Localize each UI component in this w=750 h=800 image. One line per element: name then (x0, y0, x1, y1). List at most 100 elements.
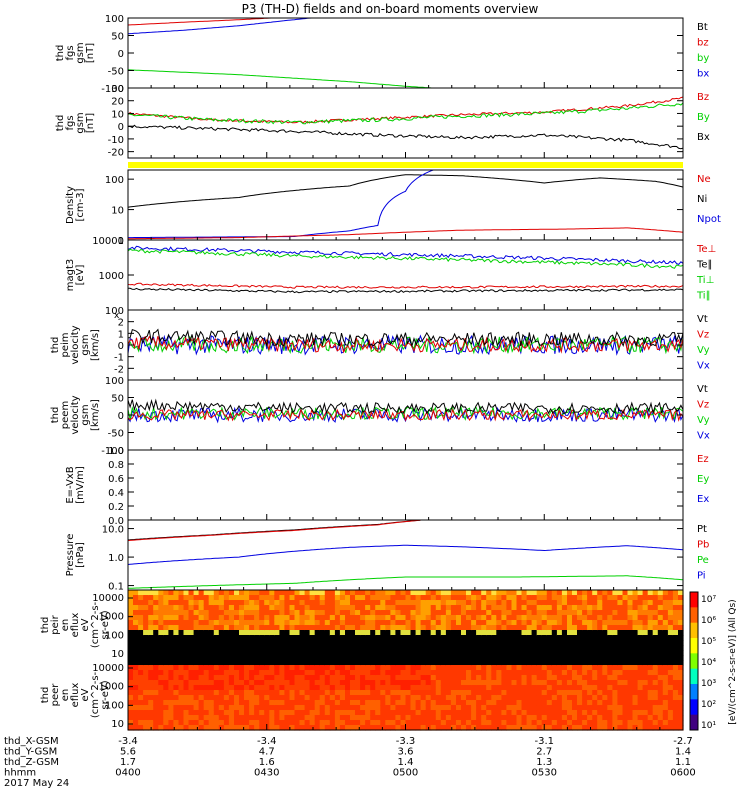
spectrogram-cell (561, 600, 568, 606)
spectrogram-cell (506, 685, 512, 691)
spectrogram-cell (158, 715, 164, 721)
spectrogram-cell (239, 720, 245, 726)
spectrogram-cell (128, 620, 134, 626)
spectrogram-cell (334, 700, 341, 706)
spectrogram-cell (208, 670, 215, 676)
spectrogram-cell (672, 595, 679, 601)
spectrogram-cell (193, 650, 200, 656)
spectrogram-cell (208, 650, 215, 656)
spectrogram-cell (678, 700, 684, 706)
spectrogram-cell (360, 595, 366, 601)
spectrogram-cell (450, 600, 457, 606)
spectrogram-cell (198, 665, 205, 671)
spectrogram-cell (183, 640, 190, 646)
spectrogram-cell (355, 660, 361, 666)
spectrogram-cell (501, 590, 507, 596)
spectrogram-cell (133, 600, 139, 606)
spectrogram-cell (617, 700, 623, 706)
spectrogram-cell (284, 695, 290, 701)
spectrogram-cell (632, 610, 639, 616)
spectrogram-cell (148, 710, 154, 716)
spectrogram-cell (501, 615, 507, 621)
spectrogram-cell (546, 615, 553, 621)
spectrogram-cell (158, 605, 164, 611)
spectrogram-cell (577, 670, 583, 676)
spectrogram-cell (223, 595, 230, 601)
spectrogram-cell (541, 640, 548, 646)
colorbar: 10⁷10⁶10⁵10⁴10³10²10¹[eV/(cm^2-s-sr-eV)]… (689, 591, 738, 731)
spectrogram-cell (239, 645, 245, 651)
spectrogram-cell (642, 700, 649, 706)
spectrogram-cell (572, 590, 578, 596)
spectrogram-cell (602, 705, 608, 711)
spectrogram-cell (627, 615, 634, 621)
spectrogram-cell (148, 690, 154, 696)
spectrogram-cell (234, 640, 240, 646)
spectrogram-cell (491, 685, 497, 691)
spectrogram-cell (244, 665, 250, 671)
spectrogram-cell (334, 620, 341, 626)
spectrogram-cell (521, 610, 528, 616)
x-axis-row-label: thd_Y-GSM (4, 747, 57, 758)
spectrogram-cell (481, 725, 487, 731)
spectrogram-cell (329, 665, 336, 671)
spectrogram-cell (430, 665, 437, 671)
spectrogram-cell (642, 635, 649, 641)
spectrogram-cell (370, 610, 376, 616)
y-axis-label: thdpeemvelocitygsm[km/s] (50, 395, 101, 434)
spectrogram-cell (138, 645, 144, 651)
spectrogram-cell (395, 660, 401, 666)
spectrogram-cell (153, 705, 159, 711)
spectrogram-cell (466, 625, 472, 631)
spectrogram-cell (561, 685, 568, 691)
spectrogram-cell (370, 715, 376, 721)
spectrogram-cell (577, 640, 583, 646)
y-tick-label: 1000 (99, 682, 124, 693)
spectrogram-cell (173, 690, 179, 696)
spectrogram-cell (592, 655, 598, 661)
spectrogram-cell (632, 695, 639, 701)
spectrogram-cell (572, 710, 578, 716)
spectrogram-cell (304, 695, 311, 701)
spectrogram-cell (370, 665, 376, 671)
spectrogram-cell (476, 615, 482, 621)
spectrogram-cell (395, 705, 401, 711)
spectrogram-cell (531, 620, 538, 626)
spectrogram-cell (350, 605, 356, 611)
spectrogram-cell (582, 595, 588, 601)
spectrogram-cell (355, 675, 361, 681)
spectrogram-cell (556, 640, 563, 646)
spectrogram-cell (218, 595, 225, 601)
spectrogram-cell (531, 640, 538, 646)
spectrogram-cell (239, 680, 245, 686)
spectrogram-cell (314, 600, 321, 606)
spectrogram-cell (234, 610, 240, 616)
spectrogram-cell (360, 635, 366, 641)
spectrogram-cell (153, 685, 159, 691)
spectrogram-cell (496, 650, 502, 656)
spectrogram-cell (259, 725, 265, 731)
spectrogram-cell (128, 690, 134, 696)
spectrogram-cell (153, 680, 159, 686)
spectrogram-cell (597, 590, 603, 596)
spectrogram-cell (208, 700, 215, 706)
spectrogram-cell (597, 720, 603, 726)
spectrogram-cell (138, 705, 144, 711)
spectrogram-cell (456, 595, 462, 601)
spectrogram-cell (476, 590, 482, 596)
spectrogram-cell (551, 715, 558, 721)
spectrogram-cell (294, 590, 301, 596)
spectrogram-cell (450, 625, 457, 631)
spectrogram-cell (319, 625, 326, 631)
spectrogram-cell (435, 620, 442, 626)
spectrogram-cell (582, 660, 588, 666)
spectrogram-cell (481, 690, 487, 696)
spectrogram-cell (511, 700, 518, 706)
spectrogram-cell (461, 705, 467, 711)
spectrogram-cell (244, 680, 250, 686)
spectrogram-cell (153, 610, 159, 616)
spectrogram-cell (345, 675, 351, 681)
spectrogram-cell (471, 640, 477, 646)
spectrogram-cell (678, 690, 684, 696)
spectrogram-cell (304, 615, 311, 621)
